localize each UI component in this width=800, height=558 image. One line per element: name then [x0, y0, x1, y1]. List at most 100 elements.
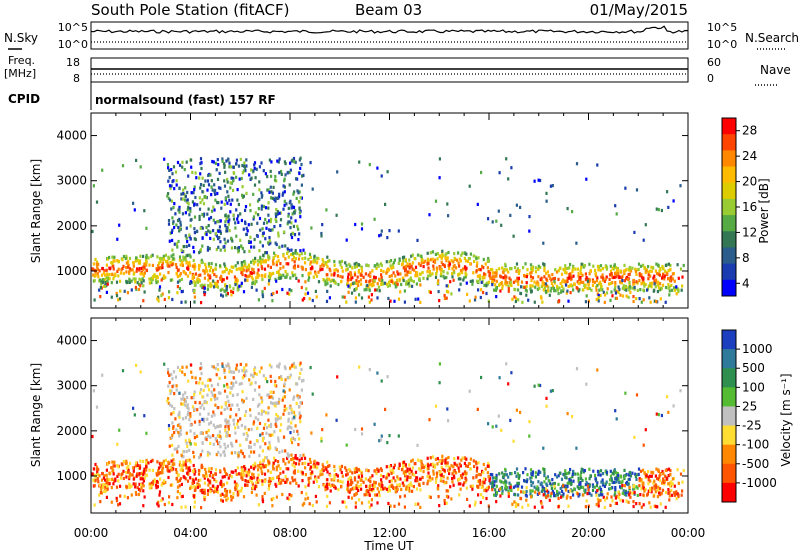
echo-cell	[106, 481, 108, 484]
echo-cell	[627, 278, 629, 281]
echo-cell	[596, 489, 598, 492]
echo-cell	[499, 283, 501, 286]
echo-cell	[272, 467, 274, 470]
echo-cell	[262, 432, 264, 435]
echo-cell	[667, 411, 669, 414]
echo-cell	[641, 301, 643, 304]
echo-cell	[171, 216, 173, 219]
echo-cell	[373, 276, 375, 279]
echo-cell	[465, 253, 467, 256]
echo-cell	[190, 158, 192, 161]
echo-cell	[95, 479, 97, 482]
echo-cell	[518, 277, 520, 280]
echo-cell	[505, 362, 507, 365]
echo-cell	[344, 261, 346, 264]
echo-cell	[212, 434, 214, 437]
echo-cell	[545, 483, 547, 486]
echo-cell	[514, 288, 516, 291]
echo-cell	[333, 465, 335, 468]
echo-cell	[312, 465, 314, 468]
echo-cell	[447, 251, 449, 254]
echo-cell	[167, 271, 169, 274]
echo-cell	[199, 162, 201, 165]
echo-cell	[192, 191, 194, 194]
echo-cell	[225, 197, 227, 200]
echo-cell	[179, 221, 181, 224]
echo-cell	[319, 268, 321, 271]
echo-cell	[642, 289, 644, 292]
echo-cell	[355, 506, 357, 509]
echo-cell	[142, 284, 144, 287]
echo-cell	[454, 257, 456, 260]
echo-cell	[388, 465, 390, 468]
echo-cell	[251, 428, 253, 431]
echo-cell	[430, 291, 432, 294]
echo-cell	[645, 269, 647, 272]
echo-cell	[262, 500, 264, 503]
echo-cell	[224, 369, 226, 372]
echo-cell	[101, 169, 103, 172]
echo-cell	[265, 464, 267, 467]
echo-cell	[495, 295, 497, 298]
echo-cell	[307, 292, 309, 295]
echo-cell	[418, 467, 420, 470]
echo-cell	[415, 298, 417, 301]
echo-cell	[295, 277, 297, 280]
echo-cell	[215, 263, 217, 266]
echo-cell	[171, 385, 173, 388]
echo-cell	[585, 300, 587, 303]
echo-cell	[237, 188, 239, 191]
echo-cell	[451, 272, 453, 275]
echo-cell	[261, 470, 263, 473]
echo-cell	[290, 438, 292, 441]
echo-cell	[226, 268, 228, 271]
echo-cell	[680, 473, 682, 476]
echo-cell	[304, 462, 306, 465]
echo-cell	[434, 464, 436, 467]
echo-cell	[233, 218, 235, 221]
echo-cell	[242, 171, 244, 174]
echo-cell	[217, 201, 219, 204]
echo-cell	[194, 436, 196, 439]
echo-cell	[395, 285, 397, 288]
echo-cell	[202, 442, 204, 445]
echo-cell	[159, 273, 161, 276]
echo-cell	[482, 276, 484, 279]
echo-cell	[326, 290, 328, 293]
echo-cell	[191, 171, 193, 174]
echo-cell	[545, 496, 547, 499]
echo-cell	[504, 468, 506, 471]
echo-cell	[261, 208, 263, 211]
echo-cell	[409, 271, 411, 274]
echo-cell	[294, 478, 296, 481]
echo-cell	[577, 287, 579, 290]
echo-cell	[123, 460, 125, 463]
echo-cell	[350, 479, 352, 482]
echo-cell	[653, 290, 655, 293]
echo-cell	[212, 411, 214, 414]
echo-cell	[176, 291, 178, 294]
echo-cell	[470, 280, 472, 283]
echo-cell	[337, 269, 339, 272]
echo-cell	[178, 416, 180, 419]
echo-cell	[672, 272, 674, 275]
echo-cell	[215, 162, 217, 165]
echo-cell	[491, 485, 493, 488]
echo-cell	[477, 485, 479, 488]
echo-cell	[132, 202, 134, 205]
echo-cell	[243, 474, 245, 477]
echo-cell	[240, 271, 242, 274]
echo-cell	[655, 490, 657, 493]
echo-cell	[149, 281, 151, 284]
echo-cell	[207, 493, 209, 496]
echo-cell	[226, 229, 228, 232]
echo-cell	[291, 271, 293, 274]
echo-cell	[396, 475, 398, 478]
echo-cell	[270, 375, 272, 378]
echo-cell	[259, 229, 261, 232]
echo-cell	[520, 285, 522, 288]
echo-cell	[270, 190, 272, 193]
echo-cell	[469, 299, 471, 302]
echo-cell	[575, 242, 577, 245]
echo-cell	[200, 201, 202, 204]
